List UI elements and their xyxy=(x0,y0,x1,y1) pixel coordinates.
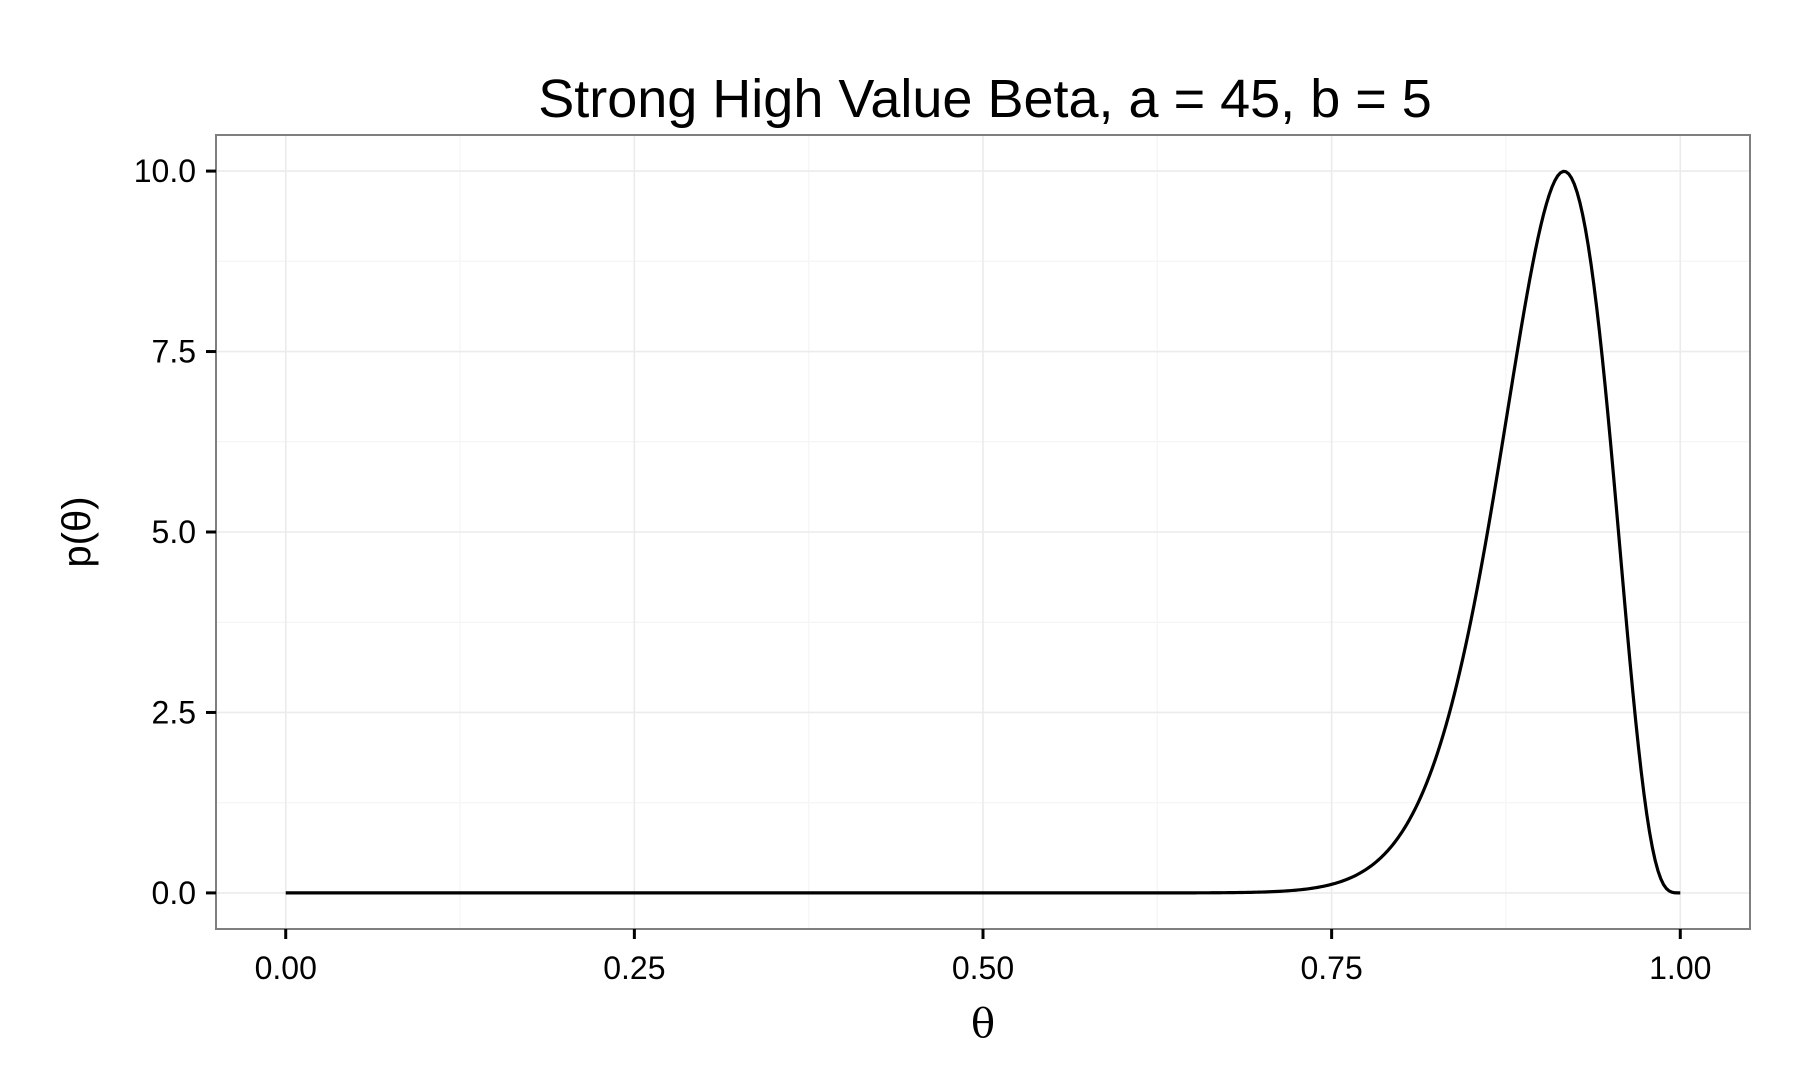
x-tick-label: 1.00 xyxy=(1649,950,1711,986)
y-tick-label: 10.0 xyxy=(134,153,196,189)
density-curve xyxy=(285,169,1681,895)
grid xyxy=(216,135,1750,929)
y-tick-label: 0.0 xyxy=(152,875,196,911)
y-axis-title: p(θ) xyxy=(55,496,99,567)
chart-title: Strong High Value Beta, a = 45, b = 5 xyxy=(538,69,1432,129)
y-tick-label: 5.0 xyxy=(152,514,196,550)
x-tick-label: 0.75 xyxy=(1300,950,1362,986)
x-tick-label: 0.00 xyxy=(255,950,317,986)
y-tick-label: 7.5 xyxy=(152,334,196,370)
x-tick-label: 0.25 xyxy=(603,950,665,986)
x-axis-title: θ xyxy=(971,1001,995,1047)
y-tick-label: 2.5 xyxy=(152,694,196,730)
axes: 0.00 0.25 0.50 0.75 1.00 0.0 2.5 5.0 7.5 10.0 xyxy=(134,153,1712,986)
x-tick-label: 0.50 xyxy=(952,950,1014,986)
series-layer xyxy=(285,169,1681,895)
